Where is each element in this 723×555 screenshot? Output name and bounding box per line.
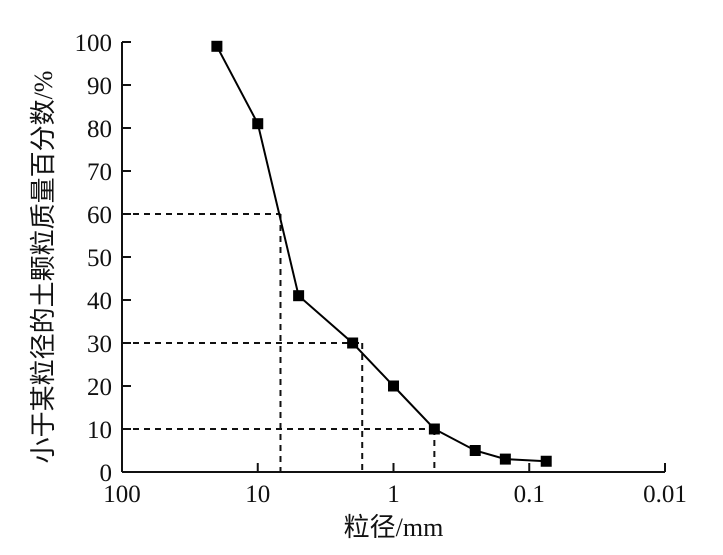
x-tick-label: 0.01 (643, 481, 687, 508)
data-point-marker (428, 423, 440, 435)
x-tick-label: 10 (245, 481, 270, 508)
data-point-marker (211, 40, 223, 52)
y-tick-label: 70 (87, 159, 112, 186)
y-tick-label: 50 (87, 245, 112, 272)
y-tick-label: 60 (87, 202, 112, 229)
data-point-marker (540, 455, 552, 467)
x-axis-label: 粒径/mm (344, 513, 444, 542)
y-tick-label: 10 (87, 417, 112, 444)
x-tick-label: 100 (103, 481, 141, 508)
data-point-marker (252, 118, 264, 130)
y-tick-label: 30 (87, 331, 112, 358)
data-point-marker (469, 445, 481, 456)
y-tick-label: 20 (87, 374, 112, 401)
data-point-marker (388, 380, 399, 392)
y-axis-label: 小于某粒径的土颗粒质量百分数/% (29, 71, 58, 464)
y-tick-label: 100 (75, 30, 113, 57)
y-tick-label: 0 (100, 460, 113, 487)
series-line (216, 45, 547, 463)
y-tick-label: 80 (87, 116, 112, 143)
y-tick-label: 40 (87, 288, 112, 315)
x-axis-ticks: 100 10 1 0.1 0.01 (103, 463, 687, 508)
data-point-marker (347, 337, 359, 349)
x-tick-label: 0.1 (514, 481, 545, 508)
data-point-marker (293, 290, 305, 302)
series-layer (211, 40, 552, 467)
y-tick-label: 90 (87, 73, 112, 100)
x-tick-label: 1 (387, 481, 400, 508)
y-axis-ticks: 0 10 20 30 40 50 60 70 80 90 100 (75, 30, 131, 487)
data-point-marker (499, 453, 511, 465)
reference-lines (122, 213, 436, 472)
